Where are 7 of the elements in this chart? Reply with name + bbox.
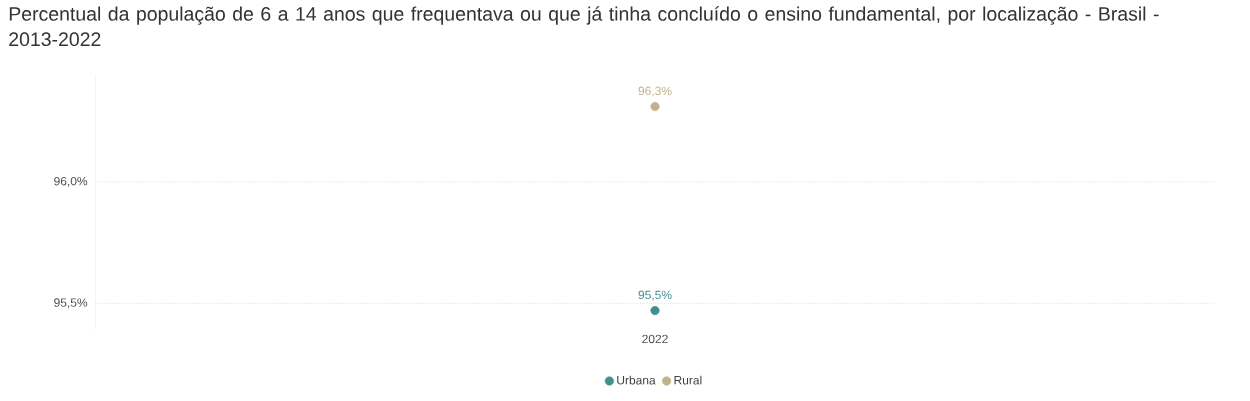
x-tick-label: 2022 — [642, 334, 668, 344]
legend-label: Urbana — [617, 375, 656, 385]
legend-label: Rural — [674, 375, 702, 385]
data-label: 95,5% — [638, 290, 672, 301]
chart-title: Percentual da população de 6 a 14 anos que frequentava ou que já tinha concluído o ensino fundamental, por localização - Brasil - 2013-2022 — [9, 6, 1159, 47]
y-tick-label: 96,0% — [54, 176, 88, 187]
data-label: 96,3% — [638, 86, 672, 97]
